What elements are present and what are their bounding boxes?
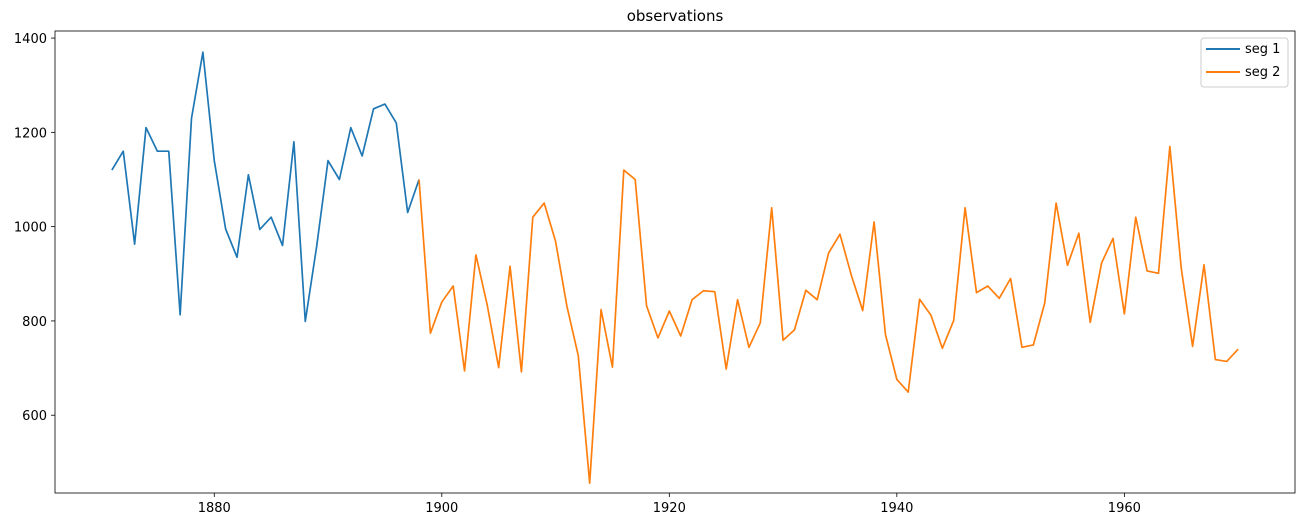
x-axis: 1880 1900 1920 1940 1960 bbox=[198, 493, 1141, 516]
chart-title: observations bbox=[627, 7, 724, 25]
legend: seg 1 seg 2 bbox=[1200, 37, 1289, 88]
y-tick-label: 800 bbox=[22, 315, 47, 330]
x-tick-label: 1880 bbox=[198, 501, 231, 516]
x-tick-label: 1940 bbox=[880, 501, 913, 516]
series-line-2 bbox=[418, 145, 1239, 484]
y-tick-label: 1000 bbox=[14, 221, 47, 236]
y-tick-label: 600 bbox=[22, 409, 47, 424]
legend-label-seg-1: seg 1 bbox=[1245, 42, 1280, 57]
y-axis: 600 800 1000 1200 1400 bbox=[14, 32, 55, 424]
plot-frame bbox=[54, 30, 1296, 494]
legend-frame bbox=[1200, 37, 1289, 88]
x-tick-label: 1960 bbox=[1108, 501, 1141, 516]
y-tick-label: 1200 bbox=[14, 126, 47, 141]
x-tick-label: 1920 bbox=[653, 501, 686, 516]
series-line-1 bbox=[111, 51, 420, 323]
plot-lines bbox=[111, 51, 1239, 484]
x-tick-label: 1900 bbox=[425, 501, 458, 516]
legend-label-seg-2: seg 2 bbox=[1245, 65, 1280, 80]
y-tick-label: 1400 bbox=[14, 32, 47, 47]
